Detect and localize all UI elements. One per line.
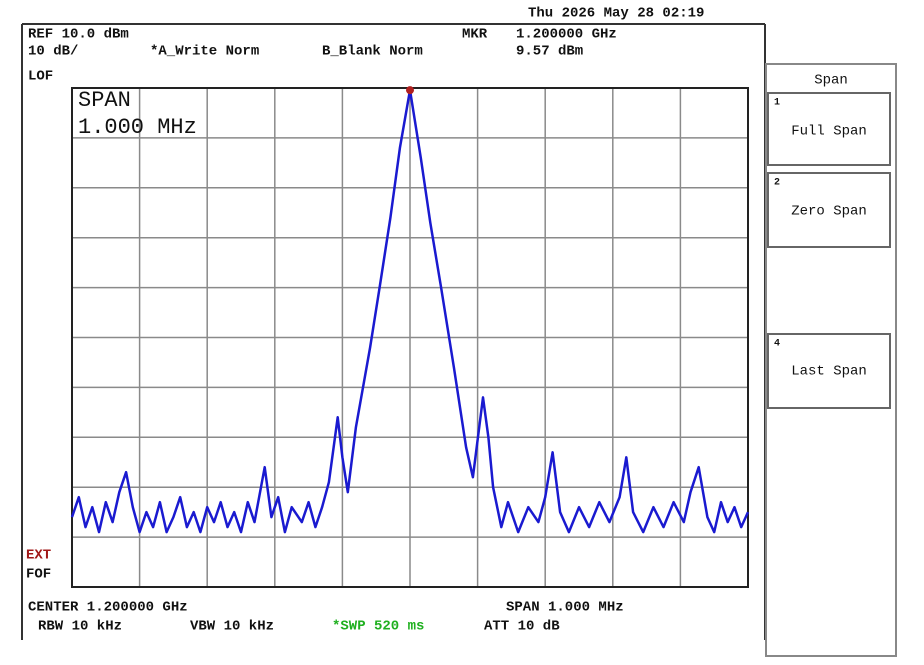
annotation-span-value: 1.000 MHz xyxy=(78,115,197,140)
ext-flag: EXT xyxy=(26,548,51,564)
softkey-label[interactable]: Full Span xyxy=(791,124,867,140)
softkey[interactable]: 1 Full Span xyxy=(767,92,891,166)
center-freq: CENTER 1.200000 GHz xyxy=(28,600,188,616)
softkey-frame[interactable] xyxy=(767,172,891,248)
spectrum-trace xyxy=(70,88,750,534)
lof-flag: LOF xyxy=(28,69,53,85)
softkey-label[interactable]: Last Span xyxy=(791,364,867,380)
marker-dot xyxy=(406,86,414,95)
scale: 10 dB/ xyxy=(28,44,78,60)
softkey-number: 2 xyxy=(774,178,780,189)
ref-level: REF 10.0 dBm xyxy=(28,27,129,43)
softkey-number: 1 xyxy=(774,98,780,109)
marker-level: 9.57 dBm xyxy=(516,44,583,60)
softkey-number: 4 xyxy=(774,339,780,350)
softkey-label[interactable]: Zero Span xyxy=(791,204,867,220)
sweep-time: *SWP 520 ms xyxy=(332,619,424,635)
rbw: RBW 10 kHz xyxy=(38,619,122,635)
annotation-span: SPAN xyxy=(78,88,131,113)
trace-b: B_Blank Norm xyxy=(322,44,423,60)
softkey[interactable]: 2 Zero Span xyxy=(767,172,891,248)
plot-area xyxy=(70,86,750,588)
menu-title: Span xyxy=(814,73,848,89)
vbw: VBW 10 kHz xyxy=(190,619,274,635)
marker-freq: 1.200000 GHz xyxy=(516,27,617,43)
softkey-frame[interactable] xyxy=(767,333,891,409)
softkey-frame[interactable] xyxy=(767,92,891,166)
trace-a: *A_Write Norm xyxy=(150,44,259,60)
datetime: Thu 2026 May 28 02:19 xyxy=(528,6,704,22)
marker-label: MKR xyxy=(462,27,488,43)
attenuation: ATT 10 dB xyxy=(484,619,560,635)
softkey[interactable]: 4 Last Span xyxy=(767,333,891,409)
span: SPAN 1.000 MHz xyxy=(506,600,624,616)
fof-flag: FOF xyxy=(26,567,51,583)
